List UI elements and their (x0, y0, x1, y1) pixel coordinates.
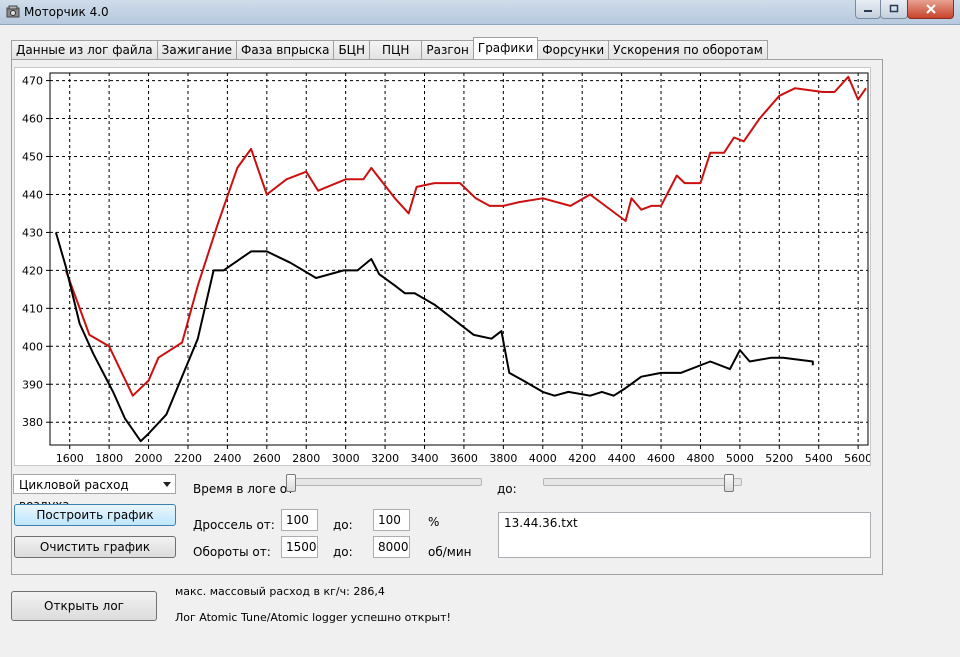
y-tick-label: 430 (22, 226, 43, 239)
chart-area: 1600 1800 2000 2200 2400 2600 2800 3000 3200 3400… (14, 67, 872, 466)
x-tick-label: 1800 (95, 452, 123, 465)
line-chart: 1600 1800 2000 2200 2400 2600 2800 3000 3200 3400… (22, 72, 872, 465)
log-file-list[interactable]: 13.44.36.txt (498, 512, 871, 558)
tab-bcn[interactable]: БЦН (333, 40, 371, 59)
rpm-from-field[interactable]: 1500 (281, 536, 318, 558)
chevron-down-icon (163, 482, 171, 487)
title-bar: Моторчик 4.0 (0, 0, 960, 25)
tab-log-data[interactable]: Данные из лог файла (11, 40, 158, 59)
x-tick-label: 4600 (647, 452, 675, 465)
log-file-item[interactable]: 13.44.36.txt (504, 516, 578, 530)
maximize-icon (889, 4, 899, 13)
tab-bar: Данные из лог файла Зажигание Фаза впрыс… (11, 37, 768, 60)
x-tick-label: 5600 (844, 452, 870, 465)
time-to-label: до: (497, 482, 517, 496)
x-tick-label: 5400 (805, 452, 833, 465)
x-tick-label: 3400 (411, 452, 439, 465)
parameter-select[interactable]: Цикловой расход воздуха (13, 474, 176, 512)
clear-chart-button[interactable]: Очистить график (14, 536, 176, 558)
x-tick-label: 3800 (489, 452, 517, 465)
status-text: Лог Atomic Tune/Atomic logger успешно от… (175, 611, 451, 624)
tab-injection-phase[interactable]: Фаза впрыска (236, 40, 335, 59)
x-tick-label: 5200 (765, 452, 793, 465)
throttle-to-field[interactable]: 100 (373, 509, 410, 531)
tab-pcn[interactable]: ПЦН (369, 40, 423, 59)
rpm-unit: об/мин (428, 545, 472, 559)
close-icon (925, 4, 936, 14)
plot-frame (49, 72, 869, 446)
y-tick-label: 400 (22, 340, 43, 353)
time-from-slider[interactable] (286, 478, 482, 486)
x-tick-label: 4200 (568, 452, 596, 465)
x-tick-label: 2800 (292, 452, 320, 465)
y-tick-label: 440 (22, 188, 43, 201)
close-button[interactable] (907, 0, 954, 19)
maximize-button[interactable] (880, 0, 908, 19)
y-tick-label: 450 (22, 151, 43, 164)
tab-injectors[interactable]: Форсунки (537, 40, 610, 59)
x-tick-label: 3600 (450, 452, 478, 465)
x-tick-label: 2200 (174, 452, 202, 465)
app-icon (6, 5, 20, 18)
y-tick-label: 390 (22, 378, 43, 391)
rpm-to-field[interactable]: 8000 (373, 536, 410, 558)
y-tick-label: 420 (22, 264, 43, 277)
x-tick-label: 2400 (213, 452, 241, 465)
throttle-unit: % (428, 515, 440, 529)
time-from-slider-handle[interactable] (286, 474, 296, 492)
x-tick-label: 1600 (56, 452, 84, 465)
tab-graphs[interactable]: Графики (472, 37, 539, 59)
y-tick-label: 380 (22, 416, 43, 429)
x-tick-label: 3200 (371, 452, 399, 465)
y-tick-label: 470 (22, 75, 43, 88)
rpm-label: Обороты от: (193, 545, 271, 559)
series-line-2 (54, 232, 814, 443)
build-chart-button[interactable]: Построить график (14, 504, 176, 526)
x-tick-label: 4800 (686, 452, 714, 465)
minimize-button[interactable] (855, 0, 881, 19)
throttle-from-field[interactable]: 100 (281, 509, 318, 531)
rpm-to-label: до: (333, 545, 353, 559)
open-log-button[interactable]: Открыть лог (11, 591, 157, 621)
minimize-icon (864, 10, 872, 12)
x-tick-label: 5000 (726, 452, 754, 465)
y-tick-label: 410 (22, 302, 43, 315)
time-to-slider-handle[interactable] (724, 474, 734, 492)
time-to-slider[interactable] (543, 478, 742, 486)
throttle-to-label: до: (333, 518, 353, 532)
series-line-1 (64, 75, 867, 397)
x-tick-label: 2000 (135, 452, 163, 465)
time-from-label: Время в логе от (193, 482, 295, 496)
y-tick-label: 460 (22, 113, 43, 126)
tab-rpm-acceleration[interactable]: Ускорения по оборотам (608, 40, 768, 59)
x-tick-label: 3000 (332, 452, 360, 465)
max-flow-text: макс. массовый расход в кг/ч: 286,4 (175, 585, 385, 598)
tab-acceleration[interactable]: Разгон (421, 40, 474, 59)
tab-ignition[interactable]: Зажигание (156, 40, 237, 59)
window-title: Моторчик 4.0 (24, 5, 109, 19)
x-tick-label: 2600 (253, 452, 281, 465)
x-tick-label: 4400 (608, 452, 636, 465)
x-tick-label: 4000 (529, 452, 557, 465)
throttle-label: Дроссель от: (193, 518, 275, 532)
